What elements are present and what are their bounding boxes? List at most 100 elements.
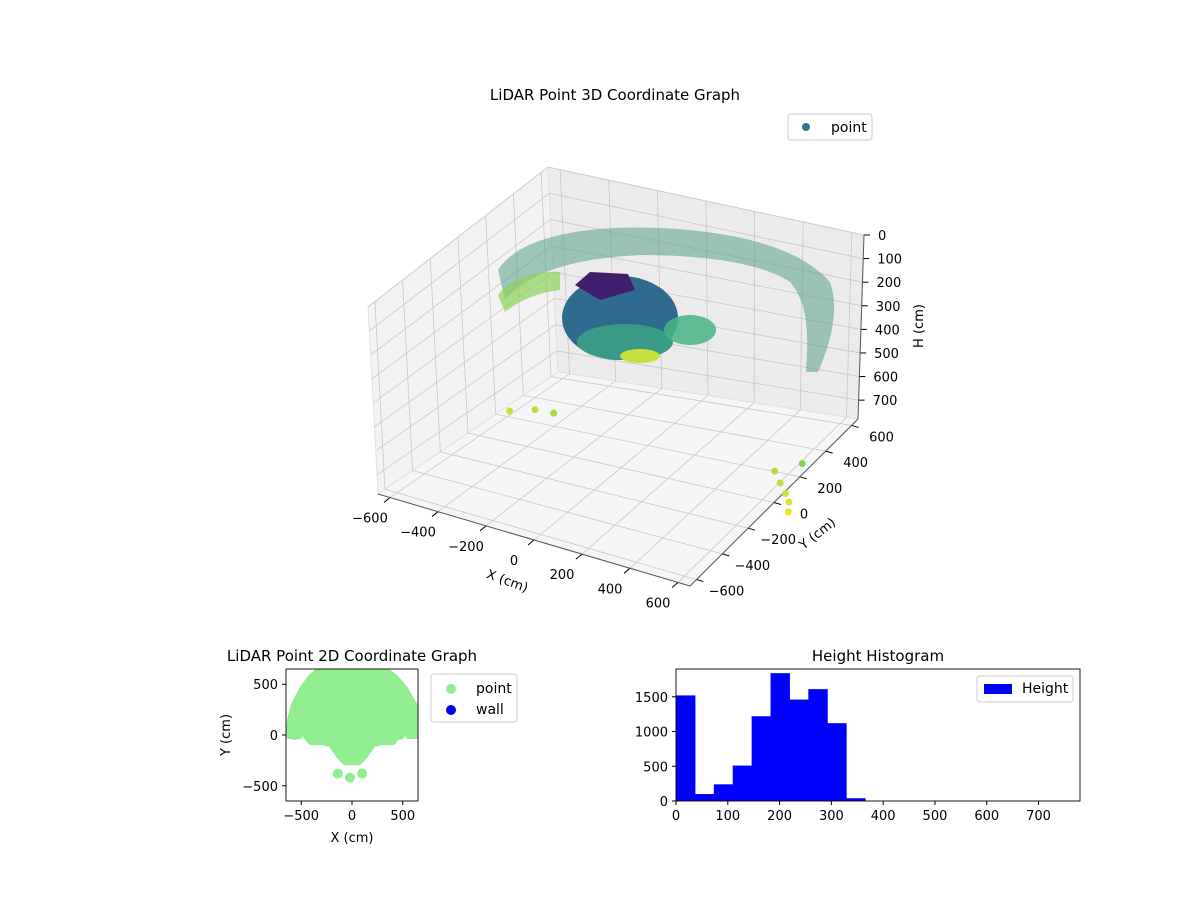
histogram-title: Height Histogram (812, 647, 944, 665)
point-cloud-2d (286, 669, 418, 766)
tick-3d-y (825, 450, 833, 454)
xlabel-2d: X (cm) (331, 831, 374, 846)
histogram-bar (751, 716, 772, 801)
axis-3d-y (689, 418, 859, 587)
grid-3d-x-line (581, 211, 756, 555)
cloud-ring-back (498, 227, 835, 372)
histogram-bar (676, 695, 696, 801)
histogram-bar (694, 794, 715, 801)
zlabel-3d: H (cm) (912, 304, 927, 348)
tick-label-3d-y: 600 (869, 430, 894, 445)
chart-3d-title: LiDAR Point 3D Coordinate Graph (490, 86, 740, 104)
tick-3d-y (773, 502, 782, 505)
tick-label-3d-z: 500 (874, 347, 899, 362)
tick-3d-x (383, 497, 391, 503)
point-2d (293, 729, 304, 740)
tick-label-3d-x: 0 (510, 554, 518, 569)
ylabel-2d: Y (cm) (219, 714, 234, 757)
grid-3d-y-line (374, 301, 697, 580)
legend-2d-marker-point (446, 684, 456, 694)
point-3d (771, 467, 779, 475)
tick-3d-x (671, 582, 679, 588)
point-3d (550, 409, 558, 417)
legend-3d-marker (802, 123, 810, 131)
grid-3d-z-line (367, 166, 865, 308)
scatter-points-3d (506, 406, 806, 516)
tick-label-3d-y: −400 (734, 559, 770, 574)
axis-3d-x (377, 493, 691, 587)
tick-label-3d-y: −200 (760, 533, 796, 548)
tick-label-histogram-x: 700 (1026, 809, 1051, 824)
tick-label-3d-x: −600 (352, 512, 388, 527)
histogram-bar (732, 765, 753, 801)
tick-label-histogram-y: 0 (660, 795, 668, 810)
tick-3d-x (575, 553, 583, 560)
point-3d (782, 489, 790, 497)
tick-label-3d-y: 200 (817, 482, 842, 497)
grid-3d-z-line (374, 297, 861, 428)
point-2d (332, 768, 343, 779)
tick-label-histogram-x: 200 (767, 809, 792, 824)
legend-histogram: Height (976, 675, 1074, 703)
axis-3d-z (857, 234, 865, 420)
grid-3d-x-line (485, 190, 663, 527)
tick-label-3d-z: 400 (875, 323, 900, 338)
grid-3d-z-line (369, 192, 864, 332)
xlabel-3d: X (cm) (484, 567, 530, 596)
tick-label-3d-x: −400 (400, 526, 436, 541)
cloud-top-dark (575, 272, 635, 300)
tick-label-3d-y: −600 (709, 585, 745, 600)
tick-label-3d-z: 300 (876, 300, 901, 315)
legend-histogram-frame (976, 675, 1074, 703)
legend-2d-label-point: point (476, 681, 512, 697)
grid-3d-y-line (457, 236, 775, 503)
tick-label-3d-x: 400 (598, 582, 623, 597)
grid-3d-x-line (677, 232, 853, 583)
tick-3d-y (851, 424, 859, 428)
tick-label-histogram-y: 1000 (635, 726, 668, 741)
tick-label-3d-z: 100 (877, 253, 902, 268)
histogram-bars (676, 673, 866, 801)
point-3d (798, 459, 806, 467)
chart-histogram: Height Histogram 0 100 200 300 400 500 600 7000… (635, 647, 1081, 824)
tick-label-3d-y: 400 (843, 456, 868, 471)
legend-histogram-swatch (984, 684, 1012, 694)
histogram-bar (789, 699, 809, 801)
tick-label-histogram-x: 500 (923, 809, 948, 824)
histogram-bar (808, 689, 828, 801)
histogram-bar (846, 798, 866, 801)
tick-label-3d-y: 0 (800, 508, 808, 523)
grid-3d-y-line (402, 280, 723, 555)
tick-3d-y (722, 553, 730, 557)
tick-3d-x (623, 567, 631, 574)
legend-3d-label: point (831, 120, 867, 136)
tick-label-3d-z: 200 (876, 276, 901, 291)
chart-2d: LiDAR Point 2D Coordinate Graph −500 0 500… (219, 647, 518, 846)
tick-label-3d-x: 200 (550, 568, 575, 583)
tick-label-histogram-x: 600 (974, 809, 999, 824)
point-3d (785, 498, 793, 506)
tick-label-2d-y: −500 (242, 780, 278, 795)
tick-label-histogram-x: 100 (715, 809, 740, 824)
grid-3d-y-line (429, 258, 749, 529)
point-2d (357, 768, 368, 779)
tick-label-2d-x: 500 (390, 809, 415, 824)
tick-3d-y (799, 476, 807, 480)
legend-histogram-label: Height (1022, 681, 1069, 697)
histogram-bar (713, 784, 734, 801)
point-2d (394, 730, 405, 740)
legend-3d-frame (787, 113, 873, 141)
legend-2d-label-wall: wall (476, 702, 504, 718)
scatter-area-2d (286, 669, 418, 783)
tick-3d-x (479, 525, 487, 532)
point-cloud (498, 227, 835, 516)
grid-3d-z-line (375, 324, 860, 452)
tick-label-2d-x: −500 (283, 809, 319, 824)
grid-3d-x-line (533, 200, 709, 541)
histogram-bar (770, 673, 790, 801)
tick-label-histogram-y: 500 (643, 760, 668, 775)
tick-label-histogram-x: 400 (871, 809, 896, 824)
tick-label-3d-z: 600 (873, 371, 898, 386)
legend-3d: point (787, 113, 873, 141)
